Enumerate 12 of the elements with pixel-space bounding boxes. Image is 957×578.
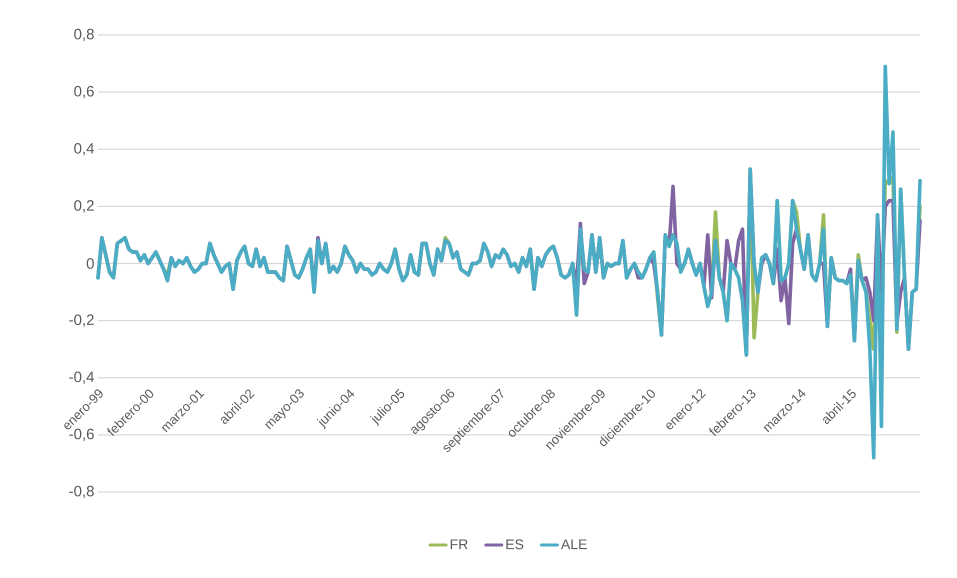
y-tick-label: 0 bbox=[86, 258, 94, 269]
y-tick-label: 0,8 bbox=[74, 28, 94, 42]
legend-label: FR bbox=[450, 539, 468, 550]
y-tick-label: -0,4 bbox=[69, 372, 94, 384]
y-tick-label: 0,6 bbox=[74, 86, 94, 98]
y-tick-label: -0,6 bbox=[69, 428, 94, 442]
legend-label: ES bbox=[506, 539, 524, 550]
y-tick-label: 0,2 bbox=[74, 200, 94, 213]
legend-label: ALE bbox=[560, 539, 587, 550]
y-tick-label: -0,8 bbox=[69, 486, 94, 498]
y-tick-label: 0,4 bbox=[74, 143, 94, 156]
y-tick-label: -0,2 bbox=[69, 314, 94, 327]
